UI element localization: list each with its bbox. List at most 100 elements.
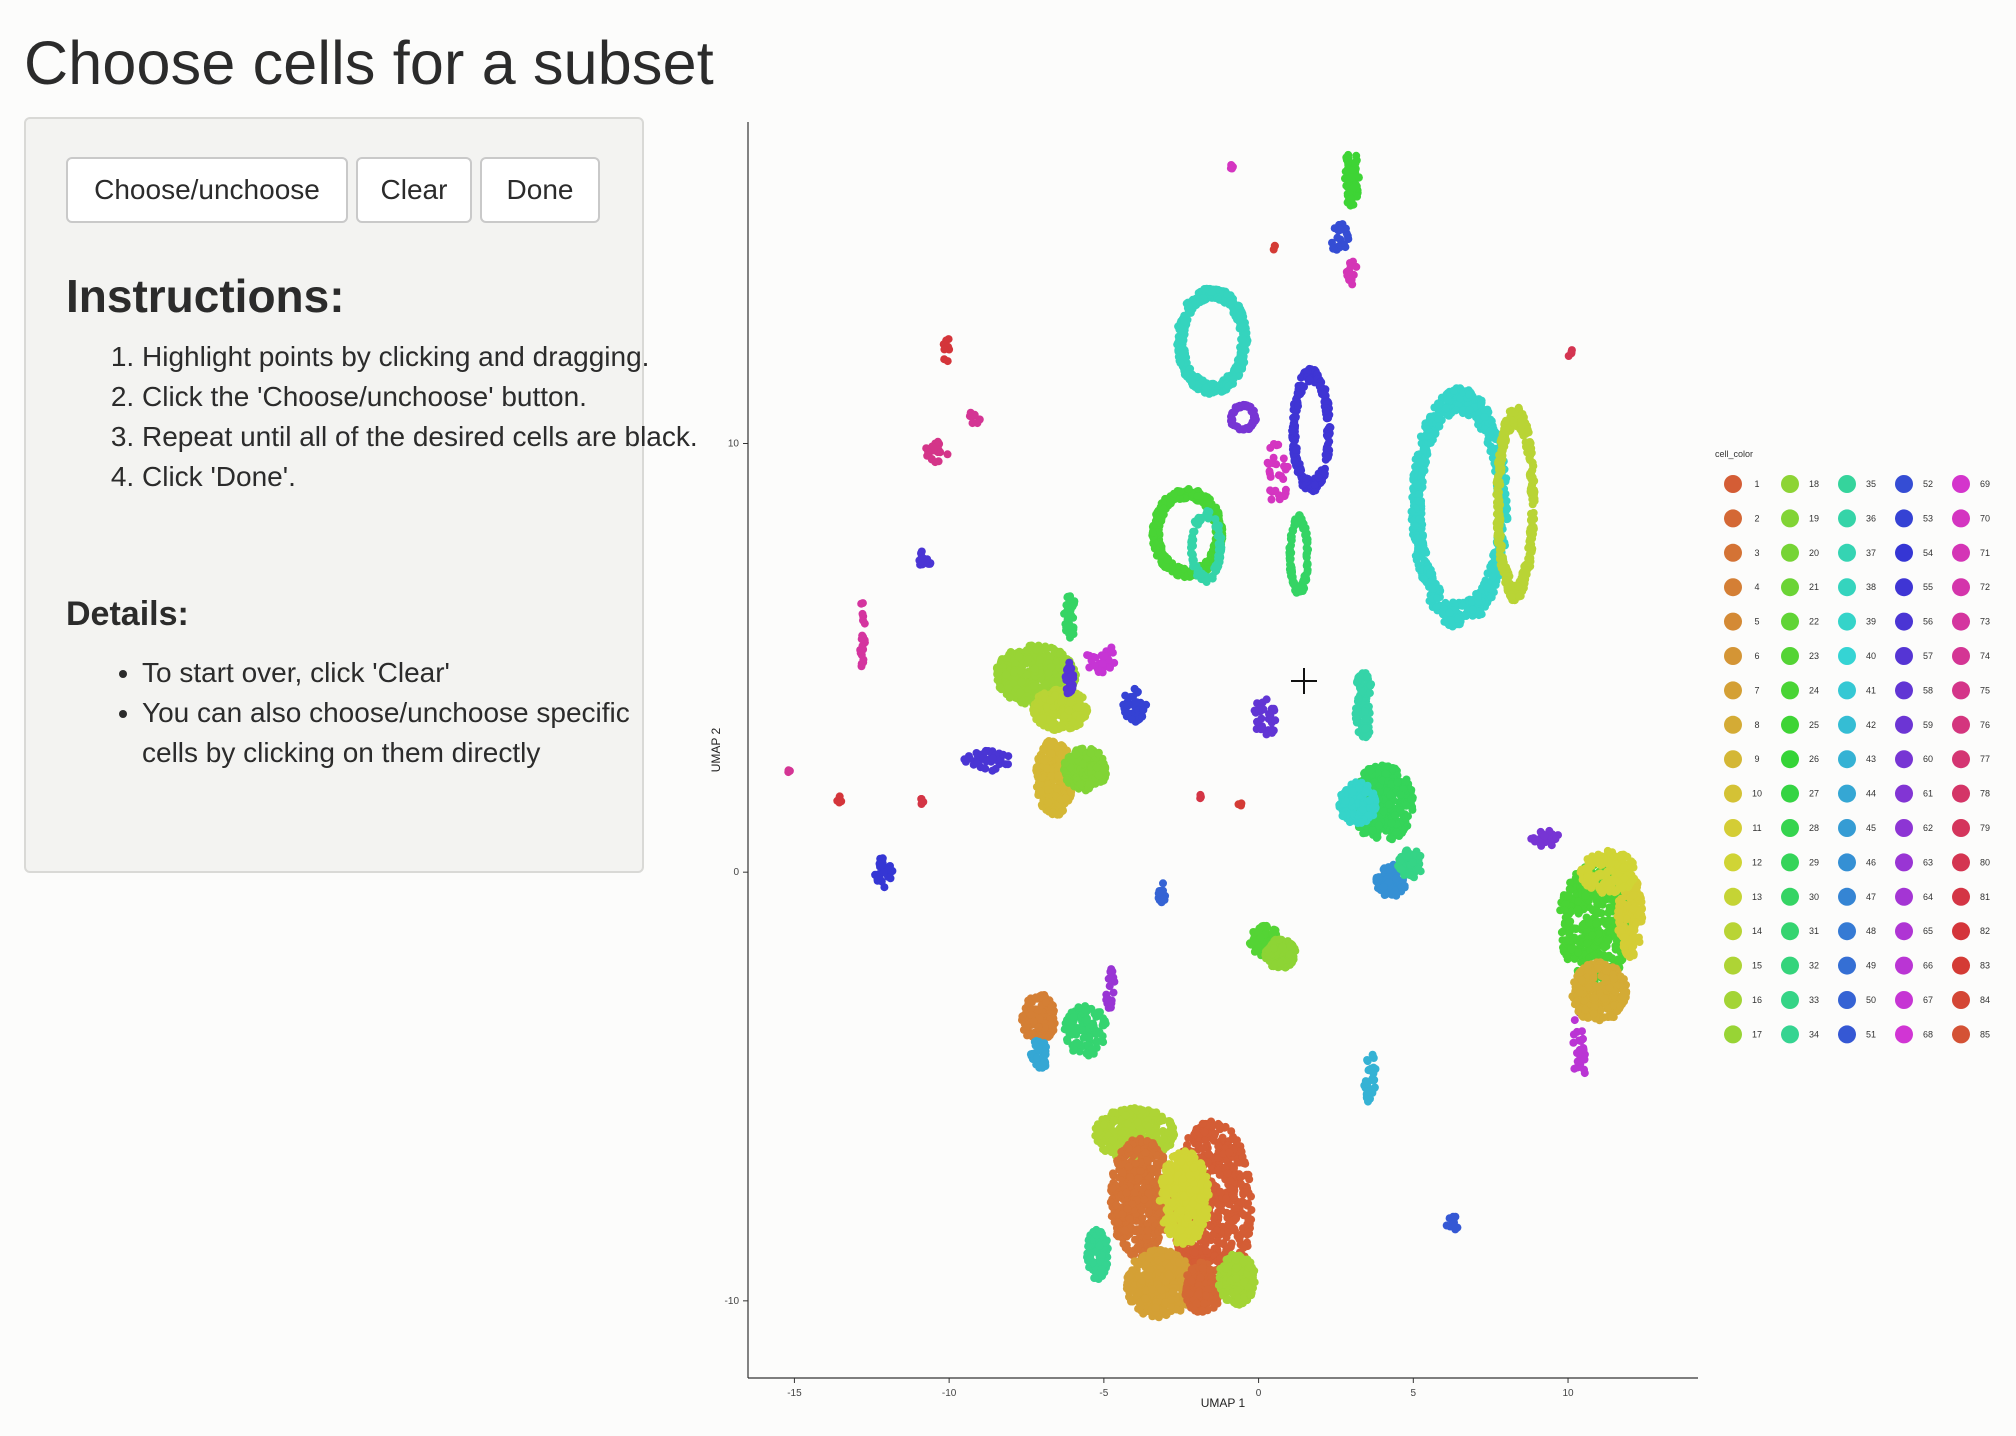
scatter-point[interactable] — [1076, 780, 1084, 788]
scatter-point[interactable] — [1049, 645, 1057, 653]
scatter-point[interactable] — [1106, 982, 1114, 990]
scatter-point[interactable] — [1581, 1006, 1589, 1014]
scatter-point[interactable] — [1205, 1150, 1213, 1158]
scatter-point[interactable] — [1095, 1128, 1103, 1136]
scatter-point[interactable] — [1396, 857, 1404, 865]
scatter-point[interactable] — [1016, 689, 1024, 697]
scatter-point[interactable] — [1588, 931, 1596, 939]
scatter-point[interactable] — [1270, 440, 1278, 448]
scatter-point[interactable] — [1329, 244, 1337, 252]
scatter-point[interactable] — [1616, 915, 1624, 923]
scatter-point[interactable] — [1629, 905, 1637, 913]
scatter-point[interactable] — [1380, 807, 1388, 815]
scatter-point[interactable] — [1339, 812, 1347, 820]
scatter-point[interactable] — [994, 676, 1002, 684]
scatter-point[interactable] — [1002, 671, 1010, 679]
scatter-point[interactable] — [1268, 496, 1276, 504]
scatter-point[interactable] — [1083, 1016, 1091, 1024]
scatter-point[interactable] — [1078, 1026, 1086, 1034]
scatter-point[interactable] — [1365, 1066, 1373, 1074]
scatter-point[interactable] — [1268, 729, 1276, 737]
scatter-point[interactable] — [1362, 1077, 1370, 1085]
scatter-point[interactable] — [1574, 897, 1582, 905]
scatter-point[interactable] — [1070, 1013, 1078, 1021]
scatter-point[interactable] — [1196, 791, 1204, 799]
scatter-point[interactable] — [1044, 799, 1052, 807]
scatter-point[interactable] — [837, 797, 845, 805]
scatter-point[interactable] — [1163, 1143, 1171, 1151]
scatter-point[interactable] — [1073, 1039, 1081, 1047]
scatter-point[interactable] — [1232, 1215, 1240, 1223]
scatter-point[interactable] — [1361, 708, 1369, 716]
scatter-point[interactable] — [1351, 160, 1359, 168]
scatter-point[interactable] — [1066, 622, 1074, 630]
scatter-point[interactable] — [1108, 1108, 1116, 1116]
scatter-point[interactable] — [1067, 611, 1075, 619]
scatter-point[interactable] — [1352, 263, 1360, 271]
scatter-point[interactable] — [940, 345, 948, 353]
scatter-point[interactable] — [1047, 663, 1055, 671]
scatter-point[interactable] — [973, 760, 981, 768]
scatter-point[interactable] — [1199, 1145, 1207, 1153]
scatter-point[interactable] — [995, 668, 1003, 676]
scatter-point[interactable] — [1347, 195, 1355, 203]
scatter-point[interactable] — [1032, 1042, 1040, 1050]
scatter-point[interactable] — [1109, 973, 1117, 981]
scatter-point[interactable] — [1616, 926, 1624, 934]
scatter-point[interactable] — [1398, 866, 1406, 874]
scatter-point[interactable] — [1362, 725, 1370, 733]
scatter-point[interactable] — [1369, 1051, 1377, 1059]
scatter-point[interactable] — [1275, 491, 1283, 499]
scatter-point[interactable] — [1565, 930, 1573, 938]
scatter-point[interactable] — [1612, 887, 1620, 895]
scatter-point[interactable] — [1006, 694, 1014, 702]
scatter-point[interactable] — [1337, 226, 1345, 234]
scatter-point[interactable] — [1042, 1043, 1050, 1051]
scatter-point[interactable] — [1139, 706, 1147, 714]
scatter-point[interactable] — [1585, 919, 1593, 927]
scatter-point[interactable] — [1346, 818, 1354, 826]
scatter-point[interactable] — [1364, 1057, 1372, 1065]
scatter-point[interactable] — [1063, 1037, 1071, 1045]
scatter-point[interactable] — [1101, 652, 1109, 660]
scatter-point[interactable] — [874, 875, 882, 883]
scatter-point[interactable] — [1572, 998, 1580, 1006]
scatter-point[interactable] — [1138, 713, 1146, 721]
scatter-point[interactable] — [1010, 668, 1018, 676]
scatter-point[interactable] — [1359, 806, 1367, 814]
scatter-point[interactable] — [1576, 1046, 1584, 1054]
scatter-point[interactable] — [1118, 1129, 1126, 1137]
scatter-point[interactable] — [1039, 745, 1047, 753]
scatter-point[interactable] — [1031, 707, 1039, 715]
scatter-point[interactable] — [1361, 789, 1369, 797]
scatter-point[interactable] — [1036, 656, 1044, 664]
scatter-point[interactable] — [1004, 760, 1012, 768]
scatter-point[interactable] — [1168, 1130, 1176, 1138]
scatter-point[interactable] — [1023, 646, 1031, 654]
scatter-point[interactable] — [1054, 772, 1062, 780]
scatter-point[interactable] — [876, 860, 884, 868]
scatter-point[interactable] — [1003, 654, 1011, 662]
scatter-point[interactable] — [1604, 917, 1612, 925]
scatter-point[interactable] — [1108, 1136, 1116, 1144]
scatter-point[interactable] — [1416, 852, 1424, 860]
scatter-point[interactable] — [945, 335, 953, 343]
scatter-point[interactable] — [1578, 866, 1586, 874]
scatter-point[interactable] — [1255, 705, 1263, 713]
scatter-point[interactable] — [1219, 1134, 1227, 1142]
scatter-point[interactable] — [1374, 833, 1382, 841]
scatter-point[interactable] — [1240, 1244, 1248, 1252]
scatter-point[interactable] — [1345, 275, 1353, 283]
scatter-point[interactable] — [1263, 695, 1271, 703]
scatter-point[interactable] — [1097, 1139, 1105, 1147]
scatter-point[interactable] — [1388, 819, 1396, 827]
scatter-point[interactable] — [1160, 1135, 1168, 1143]
scatter-point[interactable] — [1397, 806, 1405, 814]
scatter-point[interactable] — [1341, 175, 1349, 183]
scatter-point[interactable] — [1590, 1010, 1598, 1018]
scatter-point[interactable] — [1068, 631, 1076, 639]
scatter-point[interactable] — [1040, 689, 1048, 697]
scatter-point[interactable] — [1606, 906, 1614, 914]
scatter-point[interactable] — [1580, 997, 1588, 1005]
scatter-point[interactable] — [1406, 871, 1414, 879]
